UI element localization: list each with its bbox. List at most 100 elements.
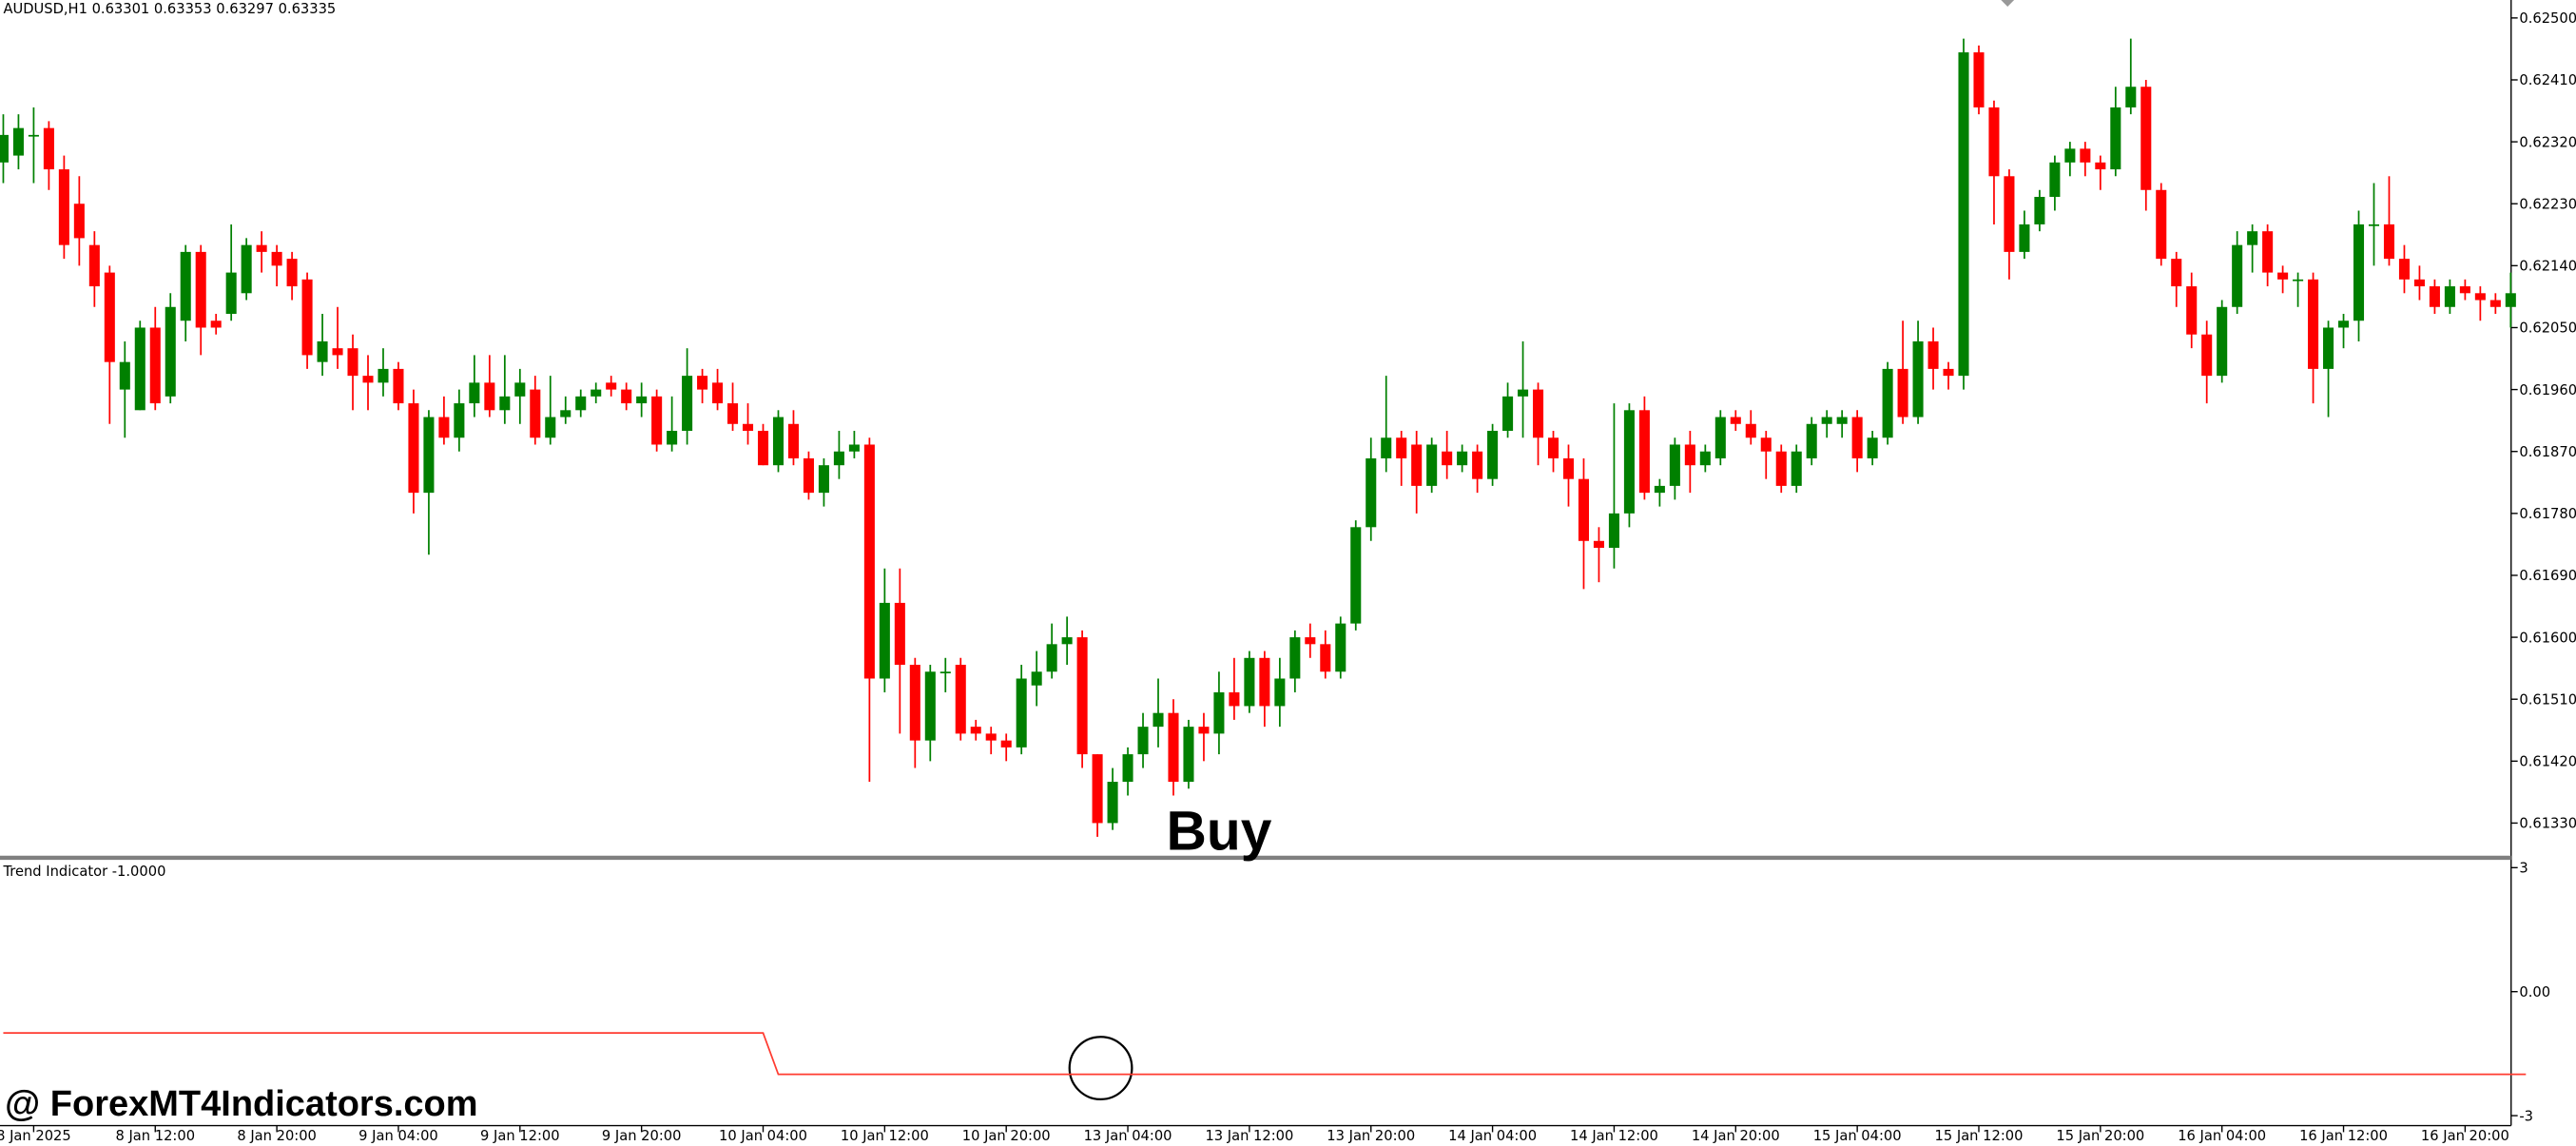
candle-body <box>2064 148 2076 163</box>
candle-body <box>2034 196 2045 224</box>
candle-body <box>2217 306 2228 377</box>
x-tick-label: 8 Jan 12:00 <box>115 1128 195 1144</box>
candle-body <box>1867 437 1878 458</box>
candle-body <box>454 403 465 438</box>
chart-title: AUDUSD,H1 0.63301 0.63353 0.63297 0.6333… <box>3 1 336 17</box>
candle-body <box>909 665 920 741</box>
candle-body <box>970 727 981 734</box>
candle-body <box>1791 451 1802 486</box>
candle-body <box>1426 444 1438 486</box>
candle-body <box>1821 417 1832 424</box>
candle-body <box>1122 754 1133 783</box>
indicator-title: Trend Indicator -1.0000 <box>2 864 165 880</box>
candle-body <box>1411 444 1423 486</box>
candle-body <box>165 306 176 397</box>
candle-body <box>1396 437 1407 458</box>
candle-body <box>848 444 860 452</box>
candle-body <box>2080 148 2091 163</box>
candle-body <box>362 376 374 383</box>
candle-body <box>2277 272 2289 280</box>
candle-body <box>894 602 905 666</box>
candle-body <box>803 457 814 494</box>
candle-body <box>606 382 617 390</box>
candle-body <box>1274 678 1286 707</box>
candle-body <box>1137 727 1149 755</box>
buy-annotation: Buy <box>1166 800 1271 862</box>
y-tick-label: 0.61420 <box>2519 754 2576 770</box>
candle-body <box>378 368 389 383</box>
candle-body <box>1457 451 1468 466</box>
candle-body <box>2323 327 2334 369</box>
candle-body <box>347 348 358 377</box>
candle-body <box>301 279 313 356</box>
y-tick-label: -3 <box>2519 1108 2533 1124</box>
candle-body <box>2383 223 2395 260</box>
candle-body <box>2232 244 2243 307</box>
candle-body <box>833 451 844 466</box>
candle-body <box>727 403 739 424</box>
candle-body <box>2186 286 2198 335</box>
y-tick-label: 3 <box>2519 861 2528 877</box>
candle-body <box>879 602 890 679</box>
candle-body <box>58 169 69 245</box>
x-tick-label: 14 Jan 04:00 <box>1448 1128 1537 1144</box>
candle-body <box>1244 657 1255 707</box>
y-tick-label: 0.61690 <box>2519 568 2576 584</box>
x-tick-label: 16 Jan 12:00 <box>2299 1128 2388 1144</box>
x-tick-label: 15 Jan 20:00 <box>2056 1128 2144 1144</box>
candle-body <box>2201 334 2213 377</box>
candle-body <box>2353 223 2365 321</box>
candle-body <box>2140 87 2152 190</box>
candle-body <box>1107 782 1118 824</box>
y-tick-label: 0.61870 <box>2519 444 2576 460</box>
x-tick-label: 16 Jan 20:00 <box>2421 1128 2509 1144</box>
candle-body <box>2262 231 2274 273</box>
x-tick-label: 8 Jan 2025 <box>0 1128 71 1144</box>
candle-body <box>1198 727 1210 734</box>
candle-body <box>149 327 161 404</box>
y-tick-label: 0.62050 <box>2519 320 2576 337</box>
candle-body <box>1836 417 1848 424</box>
x-tick-label: 13 Jan 20:00 <box>1327 1128 1415 1144</box>
candle-body <box>1851 417 1863 458</box>
x-tick-label: 15 Jan 12:00 <box>1935 1128 2024 1144</box>
candle-body <box>1943 368 1954 377</box>
y-tick-label: 0.61960 <box>2519 382 2576 398</box>
candle-body <box>2459 286 2470 294</box>
candle-body <box>2308 279 2319 369</box>
candle-body <box>43 127 54 170</box>
candle-body <box>2171 259 2182 287</box>
x-tick-label: 10 Jan 12:00 <box>841 1128 929 1144</box>
x-tick-label: 14 Jan 20:00 <box>1692 1128 1780 1144</box>
candle-body <box>241 244 252 294</box>
candle-body <box>256 244 267 252</box>
candle-body <box>1973 52 1985 107</box>
x-tick-label: 14 Jan 12:00 <box>1570 1128 1658 1144</box>
candle-body <box>1912 340 1924 418</box>
candle-body <box>682 376 693 432</box>
candle-body <box>1684 444 1695 466</box>
candle-body <box>1760 437 1772 452</box>
y-tick-label: 0.62410 <box>2519 72 2576 88</box>
candle-body <box>286 259 298 287</box>
candle-body <box>0 134 9 163</box>
y-tick-label: 0.61510 <box>2519 691 2576 708</box>
candle-body <box>1305 637 1316 645</box>
candle-body <box>484 382 495 411</box>
y-tick-label: 0.62320 <box>2519 134 2576 150</box>
candle-body <box>575 396 587 411</box>
candle-body <box>1775 451 1787 486</box>
candle-body <box>225 272 237 315</box>
candle-body <box>393 368 404 404</box>
candle-body <box>651 396 663 445</box>
candle-body <box>757 431 769 466</box>
candle-body <box>2095 162 2106 170</box>
candle-body <box>1699 451 1711 466</box>
candle-body <box>2368 223 2380 226</box>
signal-circle <box>1068 1036 1133 1100</box>
candle-body <box>317 340 328 362</box>
candle-body <box>2049 162 2061 197</box>
candle-body <box>1897 368 1908 418</box>
